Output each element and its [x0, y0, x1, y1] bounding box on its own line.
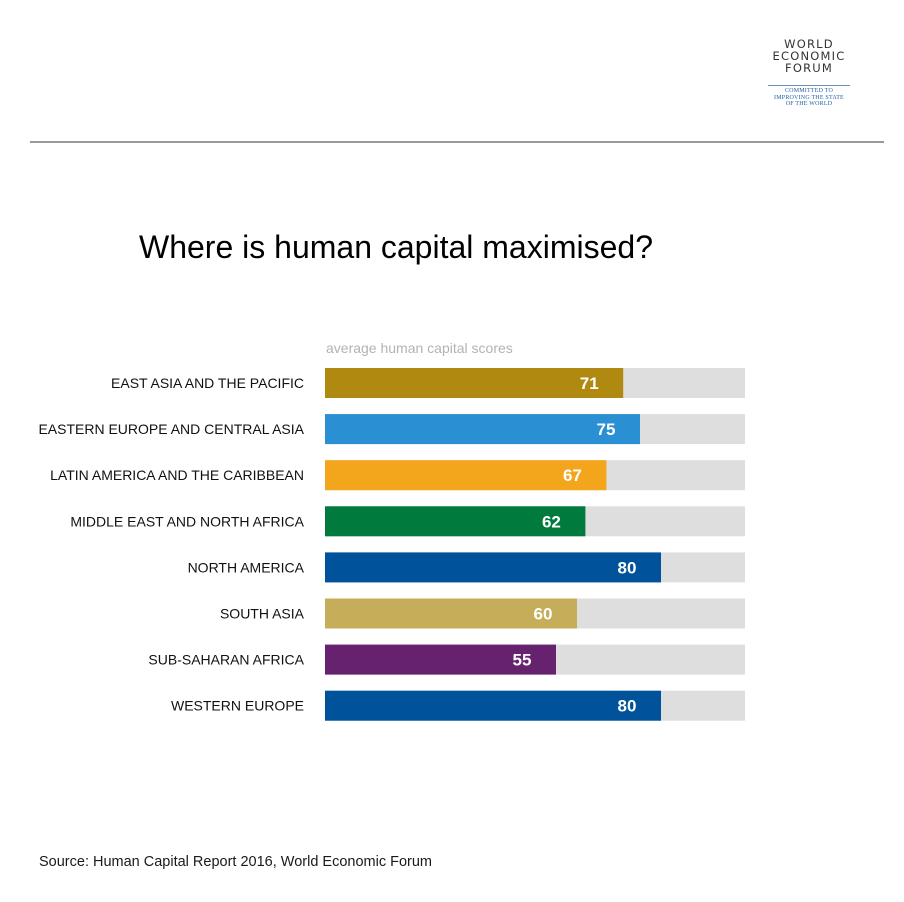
value-label: 62 — [542, 512, 561, 531]
category-label: NORTH AMERICA — [188, 559, 305, 575]
category-label: MIDDLE EAST AND NORTH AFRICA — [70, 513, 304, 529]
category-label: SOUTH ASIA — [220, 606, 305, 622]
bar — [325, 644, 556, 675]
category-label: SUB-SAHARAN AFRICA — [148, 652, 304, 668]
bar — [325, 414, 640, 445]
bar — [325, 598, 577, 629]
header-divider — [30, 141, 884, 143]
logo-line: WORLD — [784, 37, 834, 51]
value-label: 75 — [597, 420, 616, 439]
chart-title: Where is human capital maximised? — [139, 229, 653, 265]
logo-wordmark: WORLD ECONOMIC FORUM — [764, 38, 854, 74]
logo-line: ECONOMIC — [772, 49, 846, 63]
bar — [325, 552, 661, 583]
logo-tagline-line: IMPROVING THE STATE — [774, 94, 844, 101]
source-note: Source: Human Capital Report 2016, World… — [39, 854, 433, 870]
value-label: 55 — [513, 651, 532, 670]
bar — [325, 460, 607, 491]
logo-tagline-line: COMMITTED TO — [784, 88, 833, 94]
category-label: EAST ASIA AND THE PACIFIC — [111, 375, 304, 391]
bar — [325, 506, 586, 537]
wef-logo: WORLD ECONOMIC FORUM COMMITTED TO IMPROV… — [764, 38, 854, 108]
chart-subtitle: average human capital scores — [326, 340, 513, 356]
logo-rule — [768, 85, 850, 86]
logo-tagline-line: OF THE WORLD — [785, 101, 833, 107]
category-label: LATIN AMERICA AND THE CARIBBEAN — [50, 467, 304, 483]
value-label: 80 — [618, 558, 637, 577]
logo-line: FORUM — [785, 61, 833, 75]
bar — [325, 368, 624, 398]
value-label: 80 — [618, 697, 637, 716]
value-label: 71 — [580, 374, 599, 393]
value-label: 60 — [534, 605, 553, 624]
category-label: EASTERN EUROPE AND CENTRAL ASIA — [38, 421, 304, 437]
bar — [325, 690, 661, 721]
category-label: WESTERN EUROPE — [171, 698, 304, 714]
logo-tagline: COMMITTED TO IMPROVING THE STATE OF THE … — [764, 88, 854, 108]
value-label: 67 — [563, 466, 582, 485]
